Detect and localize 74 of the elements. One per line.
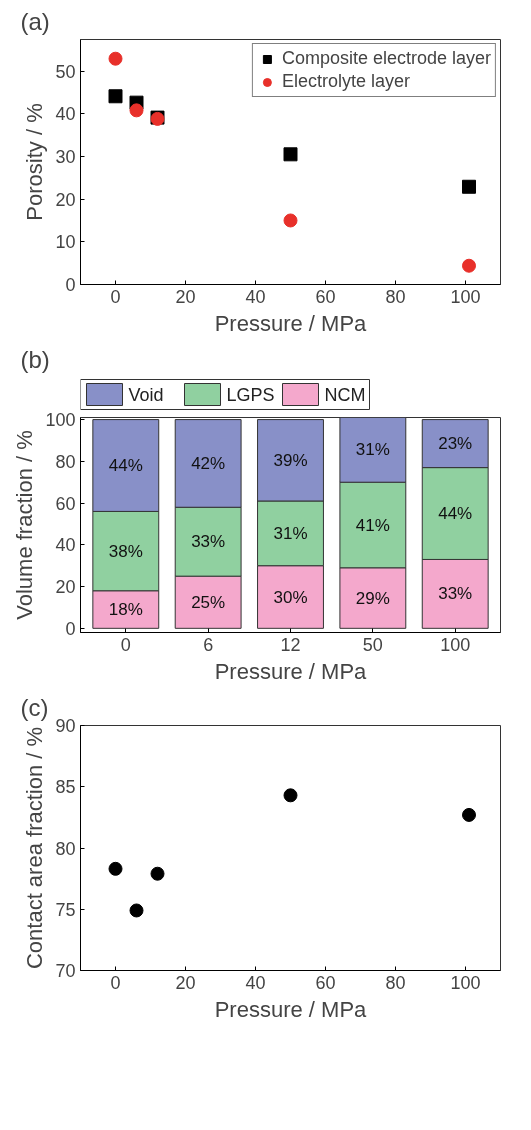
- point: [283, 147, 298, 162]
- x-tick-label: 6: [203, 634, 214, 655]
- legend-label: Composite electrode layer: [281, 48, 491, 69]
- x-tick-label: 100: [450, 972, 481, 993]
- point: [283, 788, 298, 803]
- x-axis-title: Pressure / MPa: [214, 996, 368, 1022]
- x-tick-label: 0: [120, 634, 131, 655]
- y-tick-label: 30: [55, 146, 76, 167]
- x-tick-label: 50: [362, 634, 383, 655]
- y-tick-label: 90: [55, 716, 76, 736]
- data-label: 33%: [438, 584, 473, 604]
- x-axis-title: Pressure / MPa: [214, 658, 368, 684]
- data-label: 30%: [273, 587, 308, 607]
- y-tick-label: 40: [55, 535, 76, 556]
- data-label: 44%: [438, 504, 473, 524]
- x-tick-label: 20: [175, 286, 196, 307]
- y-tick-label: 100: [45, 410, 76, 431]
- x-tick-label: 40: [245, 972, 266, 993]
- x-tick-label: 60: [315, 972, 336, 993]
- point: [150, 866, 165, 881]
- y-tick-label: 50: [55, 61, 76, 82]
- legend-label: NCM: [324, 384, 366, 405]
- data-label: 33%: [191, 532, 226, 552]
- point: [283, 213, 298, 228]
- point: [462, 258, 476, 273]
- x-tick-label: 0: [110, 972, 121, 993]
- y-tick-label: 80: [55, 451, 76, 472]
- data-label: 42%: [191, 453, 226, 473]
- point: [129, 903, 144, 918]
- y-tick-label: 20: [55, 577, 76, 598]
- point: [462, 179, 476, 194]
- y-tick-label: 85: [55, 777, 76, 798]
- data-label: 29%: [355, 588, 390, 608]
- x-tick-label: 80: [385, 286, 406, 307]
- y-tick-label: 60: [55, 493, 76, 514]
- point: [108, 89, 123, 104]
- y-tick-label: 20: [55, 189, 76, 210]
- y-tick-label: 40: [55, 104, 76, 125]
- chart-title: (b): [20, 345, 50, 373]
- point: [108, 861, 123, 876]
- x-tick-label: 0: [110, 286, 121, 307]
- data-label: 31%: [355, 440, 390, 460]
- x-tick-label: 100: [450, 286, 481, 307]
- y-tick-label: 80: [55, 838, 76, 859]
- point: [108, 51, 123, 66]
- legend-label: Void: [128, 384, 164, 405]
- x-tick-label: 60: [315, 286, 336, 307]
- legend-label: LGPS: [226, 384, 275, 405]
- x-tick-label: 100: [440, 634, 471, 655]
- data-label: 44%: [108, 456, 143, 476]
- data-label: 38%: [108, 541, 143, 561]
- x-tick-label: 80: [385, 972, 406, 993]
- y-tick-label: 75: [55, 899, 76, 920]
- legend-label: Electrolyte layer: [281, 71, 410, 92]
- data-label: 25%: [191, 592, 226, 612]
- point: [129, 103, 144, 118]
- y-axis-title: Volume fraction / %: [12, 430, 38, 620]
- x-tick-label: 12: [280, 634, 301, 655]
- x-tick-label: 20: [175, 972, 196, 993]
- data-label: 23%: [438, 434, 473, 454]
- point: [462, 807, 476, 822]
- chart-title: (a): [20, 7, 50, 35]
- data-label: 31%: [273, 523, 308, 543]
- y-tick-label: 0: [65, 618, 76, 639]
- data-label: 41%: [355, 515, 390, 535]
- chart-title: (c): [20, 693, 49, 721]
- data-label: 39%: [273, 450, 308, 470]
- y-axis-title: Contact area fraction / %: [22, 726, 48, 970]
- y-axis-title: Porosity / %: [22, 103, 48, 221]
- y-tick-label: 10: [55, 232, 76, 253]
- x-tick-label: 40: [245, 286, 266, 307]
- x-axis-title: Pressure / MPa: [214, 310, 368, 336]
- data-label: 18%: [108, 600, 143, 620]
- y-tick-label: 70: [55, 961, 76, 981]
